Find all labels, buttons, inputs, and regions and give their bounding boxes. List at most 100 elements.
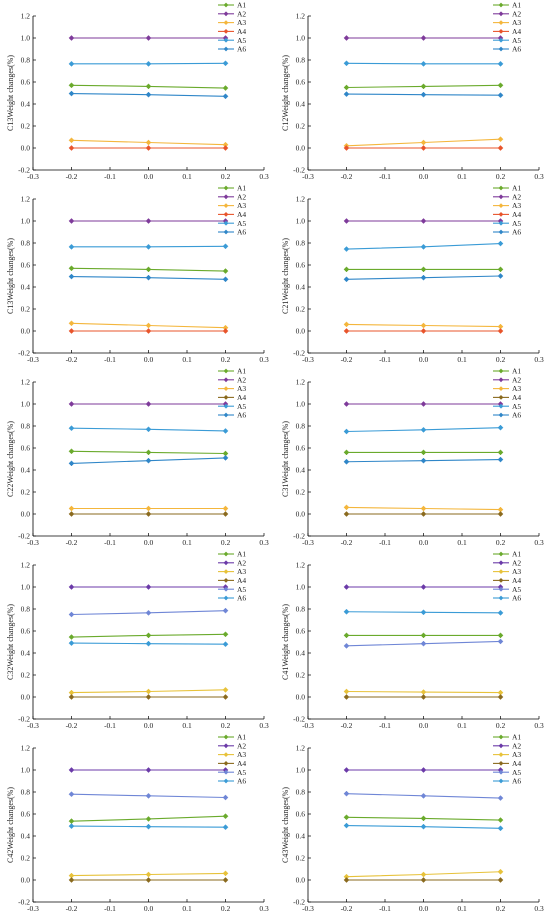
legend-label-A6: A6 [237, 777, 246, 786]
legend-marker-A6 [223, 412, 229, 418]
x-tick-label: 0.3 [259, 538, 269, 547]
data-point-A5 [343, 60, 350, 67]
y-tick-label: 1.0 [296, 583, 306, 592]
data-point-A1 [497, 817, 504, 823]
legend-label-A2: A2 [512, 558, 521, 567]
y-tick-label: 0.6 [296, 78, 306, 87]
data-point-A2 [343, 767, 350, 773]
x-tick-label: 0.2 [221, 355, 231, 364]
data-point-A1 [497, 82, 504, 89]
x-tick-label: 0.2 [221, 721, 231, 730]
legend-marker-A4 [223, 578, 229, 583]
legend-label-A1: A1 [237, 184, 246, 193]
data-point-A3 [343, 688, 350, 695]
legend-label-A4: A4 [512, 393, 521, 402]
x-tick-label: -0.2 [341, 721, 353, 730]
y-tick-label: 0.4 [296, 283, 306, 292]
y-tick-label: 0.2 [296, 305, 306, 314]
data-point-A2 [145, 218, 152, 224]
legend-marker-A4 [223, 212, 229, 217]
data-point-A4 [222, 694, 229, 700]
data-point-A6 [222, 455, 229, 461]
legend-label-A5: A5 [512, 585, 521, 594]
data-point-A4 [222, 877, 229, 883]
data-point-A5 [420, 426, 427, 433]
data-point-A6 [343, 822, 350, 829]
data-point-A1 [68, 448, 75, 455]
legend-marker-A4 [498, 395, 504, 400]
data-point-A2 [145, 767, 152, 773]
data-point-A1 [420, 83, 427, 90]
y-tick-label: 0.4 [21, 283, 31, 292]
data-point-A2 [420, 767, 427, 773]
legend-label-A5: A5 [237, 768, 246, 777]
y-axis-label: C12Weight changes(%) [281, 55, 290, 131]
legend-marker-A6 [498, 778, 504, 784]
y-axis-label: C13Weight changes(%) [6, 238, 15, 314]
legend-label-A3: A3 [237, 384, 246, 393]
chart-panel-4: -0.2 0.0 0.2 0.4 0.6 0.8 1.0 1.2 -0.3 -0.2 -0.1 0.0… [275, 183, 550, 366]
x-tick-label: -0.3 [27, 172, 39, 181]
data-point-A3 [145, 688, 152, 695]
y-tick-label: -0.2 [18, 532, 30, 541]
legend-label-A4: A4 [237, 393, 246, 402]
data-point-A2 [343, 218, 350, 224]
legend-marker-A1 [498, 185, 504, 191]
y-tick-label: 0.2 [21, 305, 31, 314]
data-point-A1 [343, 84, 350, 91]
y-axis-label: C31Weight changes(%) [281, 421, 290, 497]
x-tick-label: 0.3 [259, 172, 269, 181]
data-point-A6 [420, 823, 427, 830]
y-tick-label: 0.6 [21, 261, 31, 270]
x-tick-label: -0.3 [27, 721, 39, 730]
data-point-A3 [420, 871, 427, 878]
y-axis-label: C21Weight changes(%) [281, 238, 290, 314]
data-point-A5 [68, 611, 75, 618]
legend-label-A2: A2 [512, 741, 521, 750]
x-tick-label: -0.3 [27, 355, 39, 364]
legend-label-A2: A2 [237, 375, 246, 384]
x-tick-label: -0.1 [379, 172, 391, 181]
y-axis-label: C13Weight changes(%) [6, 55, 15, 131]
legend-marker-A5 [498, 586, 504, 592]
x-tick-label: -0.1 [379, 538, 391, 547]
legend-label-A6: A6 [512, 411, 521, 420]
y-tick-label: 0.8 [21, 239, 31, 248]
y-tick-label: 0.4 [21, 100, 31, 109]
legend-marker-A5 [223, 769, 229, 775]
data-point-A6 [497, 273, 504, 279]
data-point-A5 [497, 240, 504, 247]
chart-svg: -0.20.00.20.40.60.81.01.2-0.3 -0.2 -0.1 0.0… [281, 367, 544, 547]
legend-label-A6: A6 [237, 45, 246, 54]
y-tick-label: 1.2 [21, 561, 31, 570]
x-tick-label: -0.1 [104, 172, 116, 181]
legend-marker-A5 [498, 403, 504, 409]
legend-label-A6: A6 [512, 594, 521, 603]
legend-marker-A3 [498, 752, 504, 757]
x-tick-label: -0.1 [104, 721, 116, 730]
x-tick-label: 0.2 [496, 172, 506, 181]
data-point-A2 [68, 218, 75, 224]
data-point-A6 [68, 273, 75, 280]
legend-label-A2: A2 [512, 375, 521, 384]
chart-panel-7: -0.2 0.0 0.2 0.4 0.6 0.8 1.0 1.2 -0.3 -0.2 -0.1 0.0… [0, 549, 275, 732]
data-point-A3 [68, 505, 75, 512]
data-point-A5 [497, 795, 504, 801]
data-point-A2 [68, 35, 75, 41]
data-point-A4 [420, 145, 427, 151]
legend-label-A1: A1 [237, 1, 246, 10]
x-tick-label: -0.2 [341, 904, 353, 913]
x-tick-label: 0.2 [221, 538, 231, 547]
x-tick-label: -0.1 [104, 904, 116, 913]
legend-marker-A6 [223, 595, 229, 601]
y-tick-label: 0.0 [296, 510, 306, 519]
data-point-A3 [343, 321, 350, 328]
y-tick-label: 0.8 [21, 605, 31, 614]
legend-marker-A2 [498, 377, 504, 383]
legend-label-A4: A4 [237, 210, 246, 219]
data-point-A6 [497, 456, 504, 463]
y-tick-label: 0.8 [296, 605, 306, 614]
legend-marker-A3 [498, 386, 504, 391]
data-point-A1 [222, 813, 229, 820]
legend-label-A2: A2 [237, 741, 246, 750]
